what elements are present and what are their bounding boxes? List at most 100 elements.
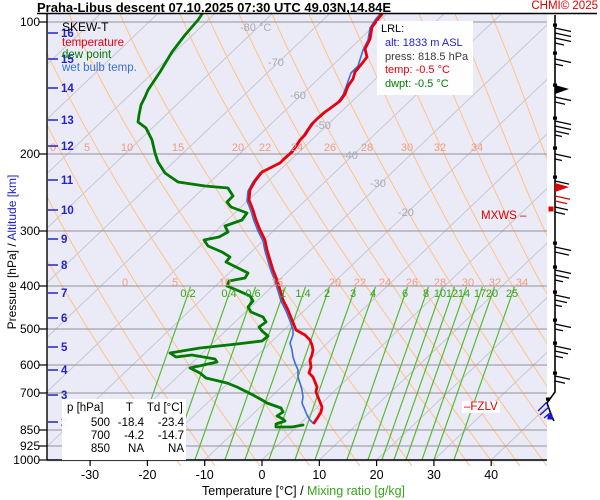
tick-label: 32 (489, 277, 501, 289)
table-row: 500 -18.4 -23.4 (62, 417, 186, 430)
legend-item-dew-point: dew point (62, 49, 112, 61)
tick-label: 10 (312, 468, 326, 482)
tick-label: 4 (61, 365, 68, 377)
tick-label: 40 (484, 468, 498, 482)
cell-p-850: 850 (90, 443, 110, 455)
tick-label: 28 (361, 142, 373, 154)
tick-label: 500 (20, 322, 40, 336)
tick-label: 3 (350, 288, 356, 300)
col-header-temp: T (125, 402, 133, 414)
tick-label: 30 (462, 277, 474, 289)
tick-label: 15 (61, 54, 74, 66)
sounding-table: p [hPa] T Td [°C] 500 -18.4 -23.4 700 -4… (62, 399, 186, 460)
wind-barb (554, 206, 569, 215)
tick-label: 4 (370, 288, 376, 300)
tick-label: 14 (458, 288, 470, 300)
tick-label: 25 (506, 288, 518, 300)
tick-label: 14 (61, 83, 74, 95)
cell-t-500: -18.4 (117, 417, 144, 429)
tick-label: 8 (61, 260, 68, 272)
tick-label: -80 °C (240, 22, 271, 34)
wind-barb-node (553, 175, 557, 179)
tick-label: -50 (315, 120, 331, 132)
col-header-pressure: p [hPa] (67, 402, 104, 414)
cell-t-700: -4.2 (124, 430, 144, 442)
wind-staff (546, 15, 556, 422)
y-axis-title-altitude: Altitude [km] (5, 174, 19, 241)
wind-barb (554, 27, 572, 46)
tick-label: 30 (427, 468, 441, 482)
tick-label: 600 (20, 358, 40, 372)
wind-barb (554, 120, 572, 138)
legend: SKEW-T temperature dew point wet bulb te… (62, 21, 137, 74)
tick-label: 22 (354, 277, 366, 289)
x-axis-title-temperature: Temperature [°C] / (202, 484, 304, 498)
tick-label: 5 (84, 142, 90, 154)
tick-label: 11 (61, 175, 74, 187)
cell-td-850: NA (168, 443, 184, 455)
tick-label: 6 (61, 313, 67, 325)
temperature-curve (247, 14, 384, 425)
tick-label: 12 (446, 288, 458, 300)
tick-label: 0.4 (221, 288, 236, 300)
wind-barb-node (553, 265, 557, 269)
tick-label: -30 (370, 178, 386, 190)
tick-label: 34 (471, 142, 483, 154)
x-axis-title: Temperature [°C] / Mixing ratio [g/kg] (202, 484, 405, 498)
y-axis-title-pressure: Pressure [hPa] (5, 250, 19, 330)
wind-barb-node (553, 51, 557, 55)
cell-p-700: 700 (90, 430, 110, 442)
tick-label: -40 (342, 150, 358, 162)
field-labels: -80 °C-70-60-50-40-30-200 5 10 15 20 22 24 26 28… (50, 22, 528, 300)
table-header-row: p [hPa] T Td [°C] (62, 402, 186, 415)
wind-barb (554, 58, 572, 67)
wind-barb (554, 153, 572, 162)
tick-label: 30 (401, 142, 413, 154)
max-wind-marker (548, 206, 554, 212)
tick-label: 26 (324, 142, 336, 154)
cell-td-700: -14.7 (157, 430, 184, 442)
wind-barb (554, 246, 572, 256)
info-heading: LRL: (381, 23, 405, 35)
dew-point-curve (136, 14, 305, 429)
tick-label: 28 (434, 277, 446, 289)
wind-barb (554, 375, 571, 384)
tick-label: -30 (81, 468, 99, 482)
tick-label: 925 (20, 439, 40, 453)
wind-barb (554, 183, 571, 205)
tick-label: 100 (20, 15, 40, 29)
table-row: 700 -4.2 -14.7 (62, 430, 186, 443)
wind-barb-node (553, 341, 557, 345)
tick-label: 20 (486, 288, 498, 300)
tick-label: -60 (290, 90, 306, 102)
wind-barb-node (553, 241, 557, 245)
tick-label: 8 (423, 288, 429, 300)
info-altitude: alt: 1833 m ASL (385, 36, 463, 49)
cell-t-850: NA (128, 443, 144, 455)
tick-label: 15 (172, 142, 184, 154)
tick-label: 0 (122, 277, 128, 289)
y-axis-title: Pressure [hPa] / Altitude [km] (5, 175, 19, 330)
tick-label: 26 (406, 277, 418, 289)
tick-label: 200 (20, 147, 40, 161)
wind-barb (554, 294, 571, 308)
tick-label: 12 (61, 141, 74, 153)
tick-label: 22 (259, 142, 271, 154)
tick-label: 17 (474, 288, 486, 300)
tick-label: 24 (291, 142, 303, 154)
tick-label: 850 (20, 423, 40, 437)
tick-label: 10 (121, 142, 133, 154)
tick-label: 13 (61, 115, 74, 127)
tick-label: 300 (20, 224, 40, 238)
tick-label: 32 (434, 142, 446, 154)
tick-label: 700 (20, 386, 40, 400)
tick-label: 20 (370, 468, 384, 482)
tick-label: 10 (219, 277, 231, 289)
wind-barb-node (553, 371, 557, 375)
tick-label: 7 (61, 288, 67, 300)
tick-label: 9 (61, 234, 67, 246)
wind-barb (554, 323, 572, 332)
wind-barb (554, 180, 570, 185)
tick-label: 5 (172, 277, 178, 289)
